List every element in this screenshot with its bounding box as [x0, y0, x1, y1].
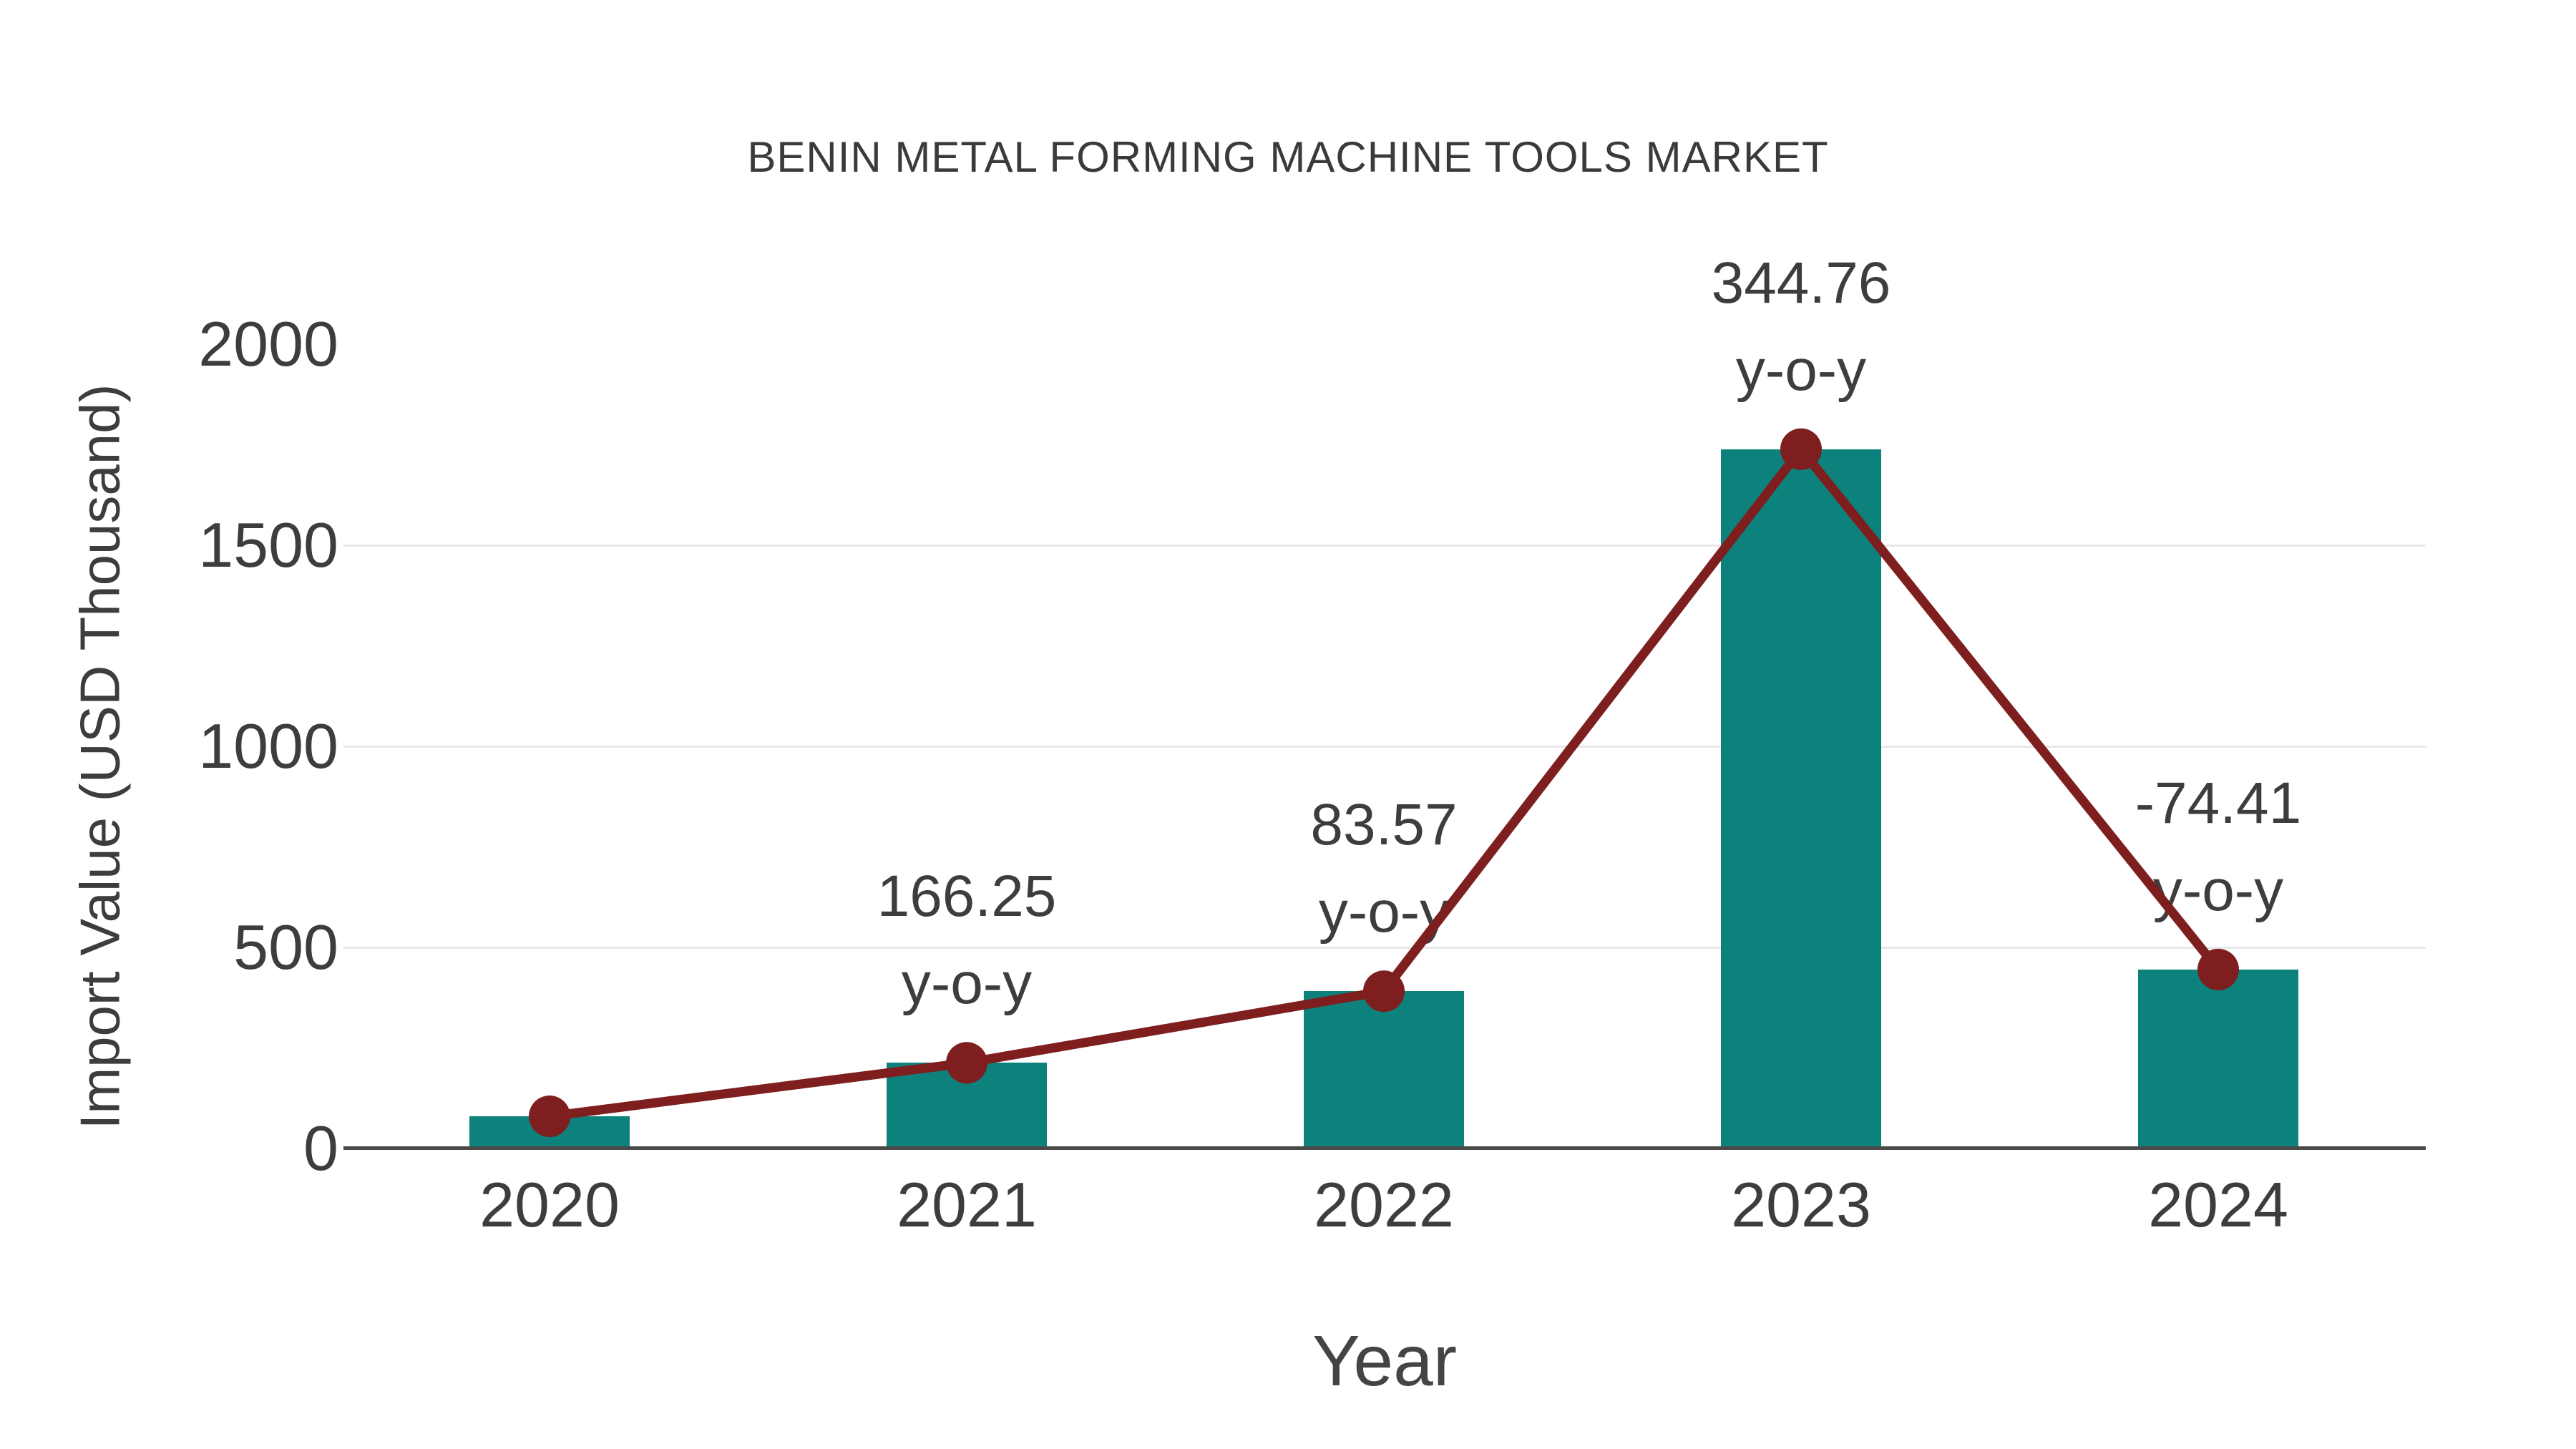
- data-point-2020[interactable]: [529, 1096, 570, 1138]
- x-tick-label-2021: 2021: [897, 1169, 1037, 1240]
- y-tick-label: 500: [233, 912, 338, 982]
- annotation-value-2022: 83.57: [1310, 792, 1458, 858]
- x-tick-label-2023: 2023: [1731, 1169, 1871, 1240]
- gridline-500: [343, 947, 2426, 949]
- annotation-value-2024: -74.41: [2135, 770, 2302, 836]
- chart-title: BENIN METAL FORMING MACHINE TOOLS MARKET: [747, 133, 1829, 181]
- data-point-2021[interactable]: [946, 1042, 987, 1084]
- bar-2024[interactable]: [2138, 969, 2298, 1148]
- x-axis-title: Year: [1312, 1321, 1458, 1401]
- gridline-1000: [343, 746, 2426, 748]
- bar-2022[interactable]: [1304, 991, 1464, 1148]
- annotation-value-2021: 166.25: [877, 864, 1057, 930]
- data-point-2023[interactable]: [1780, 428, 1822, 470]
- data-point-2022[interactable]: [1363, 970, 1405, 1013]
- x-tick-label-2022: 2022: [1314, 1169, 1454, 1240]
- bar-2023[interactable]: [1721, 449, 1881, 1148]
- y-tick-label: 1500: [198, 509, 338, 580]
- y-tick-label: 0: [303, 1113, 338, 1184]
- x-axis-line: [343, 1146, 2426, 1150]
- y-tick-label: 1000: [198, 711, 338, 781]
- x-tick-label-2024: 2024: [2148, 1169, 2288, 1240]
- y-tick-label: 2000: [198, 308, 338, 379]
- gridline-1500: [343, 545, 2426, 547]
- x-tick-label-2020: 2020: [479, 1169, 620, 1240]
- trend-line: [545, 441, 2223, 1121]
- data-point-2024[interactable]: [2197, 948, 2239, 990]
- annotation-suffix-2023: y-o-y: [1735, 337, 1867, 403]
- annotation-value-2023: 344.76: [1711, 250, 1891, 316]
- annotation-suffix-2021: y-o-y: [901, 951, 1033, 1017]
